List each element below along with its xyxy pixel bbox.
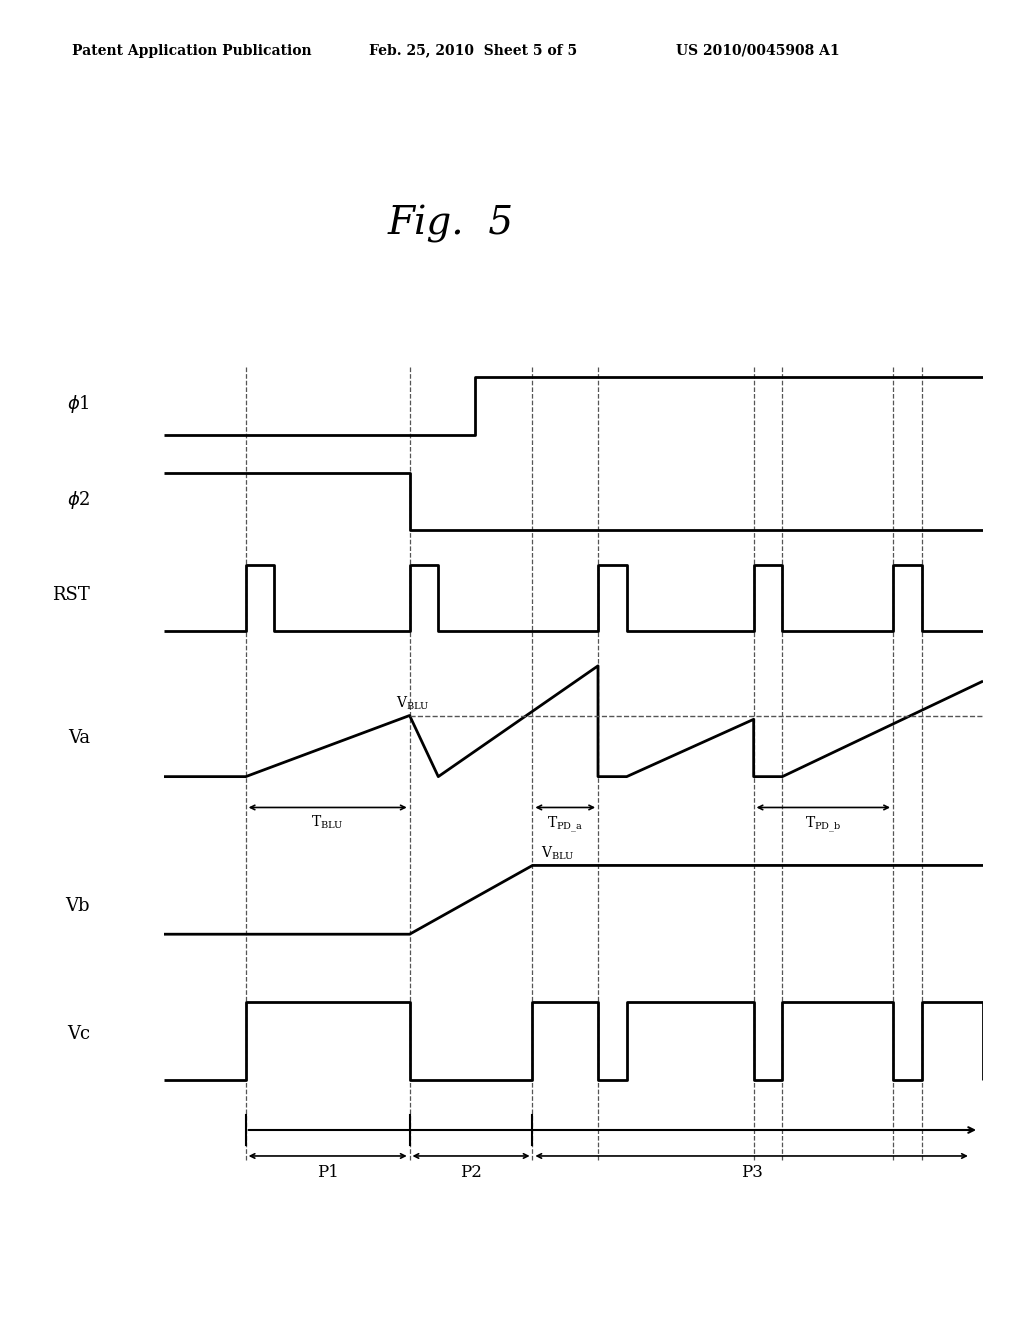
Text: RST: RST	[52, 586, 90, 605]
Text: Patent Application Publication: Patent Application Publication	[72, 44, 311, 58]
Text: Feb. 25, 2010  Sheet 5 of 5: Feb. 25, 2010 Sheet 5 of 5	[369, 44, 577, 58]
Text: US 2010/0045908 A1: US 2010/0045908 A1	[676, 44, 840, 58]
Text: Vc: Vc	[67, 1026, 90, 1044]
Text: T$_{\mathregular{BLU}}$: T$_{\mathregular{BLU}}$	[311, 814, 344, 832]
Text: P3: P3	[740, 1164, 763, 1181]
Text: T$_{\mathregular{PD\_b}}$: T$_{\mathregular{PD\_b}}$	[805, 814, 842, 834]
Text: P2: P2	[460, 1164, 482, 1181]
Text: $\phi$2: $\phi$2	[67, 488, 90, 511]
Text: P1: P1	[316, 1164, 339, 1181]
Text: $\phi$1: $\phi$1	[68, 393, 90, 416]
Text: Vb: Vb	[66, 896, 90, 915]
Text: T$_{\mathregular{PD\_a}}$: T$_{\mathregular{PD\_a}}$	[547, 814, 584, 834]
Text: V$_{\mathregular{BLU}}$: V$_{\mathregular{BLU}}$	[396, 694, 430, 713]
Text: Fig.  5: Fig. 5	[387, 205, 514, 243]
Text: V$_{\mathregular{BLU}}$: V$_{\mathregular{BLU}}$	[541, 845, 574, 862]
Text: Va: Va	[68, 730, 90, 747]
